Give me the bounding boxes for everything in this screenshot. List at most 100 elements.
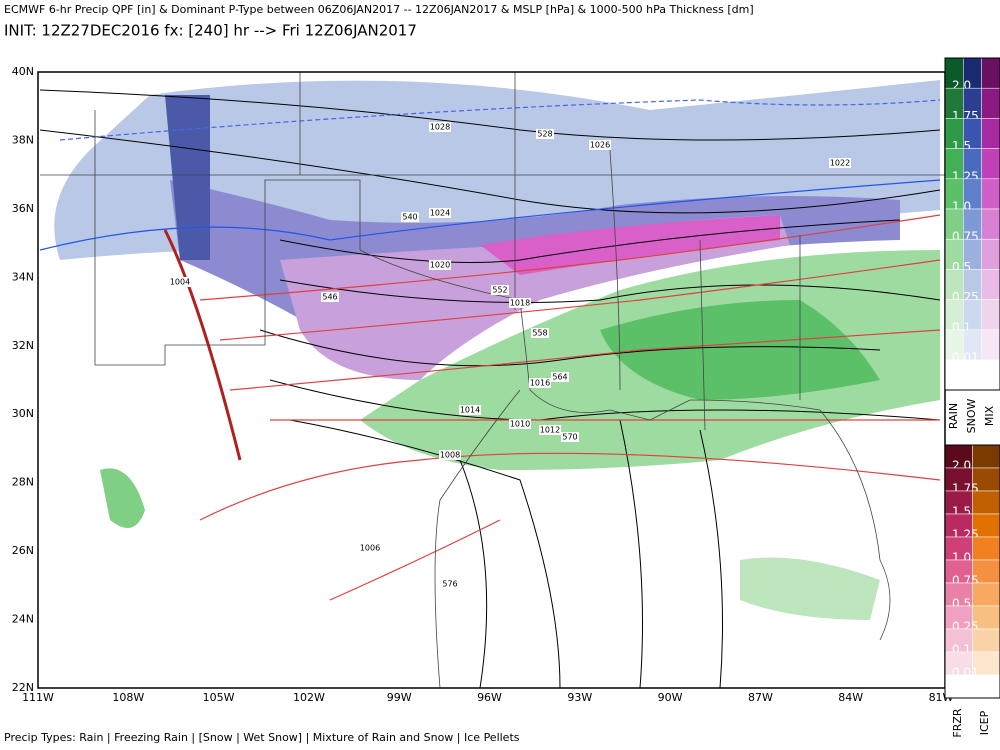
latitude-label: 34N [12,270,34,283]
pressure-label: 1020 [430,261,450,270]
legend-swatch [972,490,1000,515]
legend-level: <0.01 [952,368,989,382]
contour-label-bg [439,450,461,460]
longitude-label: 108W [112,691,144,704]
legend-swatch [981,87,1000,119]
legend-swatch [981,208,1000,240]
latitude-label: 36N [12,202,34,215]
longitude-label: 93W [567,691,592,704]
contour-label-bg [169,277,191,287]
pressure-label: 1004 [170,278,190,287]
legend-type: MIX [983,405,996,426]
contour-label-bg [459,405,481,415]
latitude-label: 28N [12,476,34,489]
map-area: 1028 1026 1024 1022 1020 1018 1016 1014 1012 1010… [37,71,946,689]
pressure-label: 1006 [360,544,380,553]
contour-labels: 1028 1026 1024 1022 1020 1018 1016 1014 1012 1010… [169,122,851,589]
title: ECMWF 6-hr Precip QPF [in] & Dominant P-… [4,3,754,16]
legend-level: <0.01 [952,679,989,693]
snow-rockies [165,95,210,260]
contour-label-bg [359,543,381,553]
longitude-label: 84W [838,691,863,704]
contour-label-bg [561,432,579,442]
rain-offshore [740,557,880,620]
longitude-label: 111W [22,691,54,704]
pressure-label: 1018 [510,299,530,308]
latitude-label: 30N [12,407,34,420]
contour-label-bg [441,579,459,589]
legend-swatch [981,148,1000,180]
contour-label-bg [589,140,611,150]
pressure-label: 1016 [530,379,550,388]
subtitle: INIT: 12Z27DEC2016 fx: [240] hr --> Fri … [4,22,417,40]
latitude-label: 22N [12,681,34,694]
legend: 2.01.751.51.251.00.750.50.250.10.01<0.01… [944,57,1000,738]
longitude-label: 99W [387,691,412,704]
mix-light [280,215,790,380]
legend-swatch [981,178,1000,210]
legend-frame [944,57,1000,391]
pressure-label: 1026 [590,141,610,150]
contour-label-bg [536,129,554,139]
pressure-label: 1024 [430,209,450,218]
legend-swatch [972,444,1000,469]
rain-mexico [100,468,145,528]
contour-label-bg [509,298,531,308]
footer: Precip Types: Rain | Freezing Rain | [Sn… [4,731,520,744]
contour-label-bg [491,285,509,295]
latitude-label: 38N [12,133,34,146]
contour-label-bg [321,292,339,302]
legend-type: SNOW [965,399,978,434]
longitude-label: 105W [203,691,235,704]
legend-frame [944,444,1000,699]
thickness-label: 564 [552,373,567,382]
contour-label-bg [529,378,551,388]
pressure-label: 1028 [430,123,450,132]
contour-label-bg [429,122,451,132]
longitude-label: 102W [293,691,325,704]
longitude-label: 87W [748,691,773,704]
thickness-label: 528 [537,130,552,139]
legend-type: FRZR [951,708,964,738]
pressure-label: 1014 [460,406,480,415]
legend-swatch [981,329,1000,361]
contour-label-bg [429,260,451,270]
thickness-label: 552 [492,286,507,295]
contour-label-bg [551,372,569,382]
pressure-label: 1008 [440,451,460,460]
longitude-label: 96W [477,691,502,704]
legend-type: RAIN [947,403,960,429]
pressure-label: 1022 [830,159,850,168]
thickness-label: 576 [442,580,457,589]
thickness-contours [39,99,941,601]
latitude-label: 32N [12,339,34,352]
thickness-label: 540 [402,213,417,222]
pressure-label: 1012 [540,426,560,435]
latitude-label: 26N [12,544,34,557]
contour-label-bg [539,425,561,435]
contour-label-bg [509,419,531,429]
contour-label-bg [401,212,419,222]
thickness-label: 546 [322,293,337,302]
longitude-label: 90W [658,691,683,704]
latitude-label: 24N [12,613,34,626]
legend-swatch [972,582,1000,607]
legend-type: ICEP [978,710,991,735]
latitude-label: 40N [12,65,34,78]
legend-swatch [981,269,1000,300]
legend-swatch [981,238,1000,270]
pressure-label: 1010 [510,420,530,429]
mix-heavy [480,215,780,275]
thickness-label: 570 [562,433,577,442]
legend-swatch [981,57,1000,89]
thickness-label: 558 [532,329,547,338]
rain-moderate [600,300,880,400]
pressure-contours [39,89,941,689]
contour-label-bg [531,328,549,338]
legend-swatch [981,299,1000,331]
contour-label-bg [429,208,451,218]
legend-swatch [972,628,1000,653]
